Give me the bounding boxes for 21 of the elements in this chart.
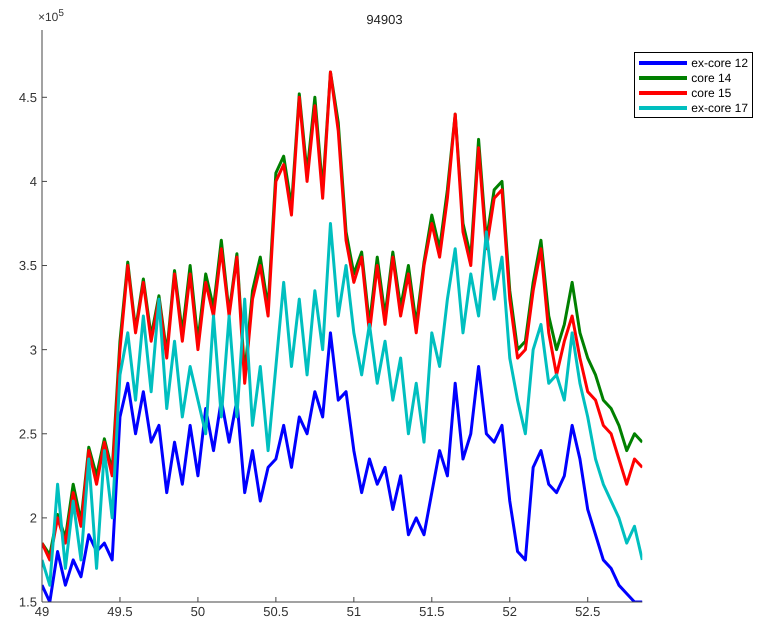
x-tick-label: 51 [346, 604, 362, 620]
axis-multiplier: ×10$^{5}$ [38, 8, 64, 24]
legend-label: ex-core 12 [691, 56, 748, 70]
x-tick-label: 49.5 [107, 604, 133, 620]
y-tick-label: 4 [30, 174, 37, 190]
x-tick-label: 50.5 [263, 604, 289, 620]
x-tick-label: 52.5 [575, 604, 600, 620]
x-tick-label: 51.5 [419, 604, 444, 620]
line-series [42, 222, 642, 587]
y-tick-label: 2.5 [18, 426, 37, 442]
y-tick-label: 4.5 [18, 90, 37, 105]
y-tick-label: 1.5 [18, 594, 37, 610]
y-tick-label: 2 [30, 510, 37, 526]
chart-title: 94903 [366, 12, 403, 27]
x-tick-label: 52 [502, 604, 517, 620]
legend-label: ex-core 17 [691, 100, 748, 114]
x-tick-label: 50 [190, 604, 206, 620]
legend-label: core 14 [691, 70, 732, 84]
y-tick-label: 3 [30, 342, 37, 358]
y-tick-label: 3.5 [18, 258, 37, 274]
legend-label: core 15 [691, 86, 732, 100]
